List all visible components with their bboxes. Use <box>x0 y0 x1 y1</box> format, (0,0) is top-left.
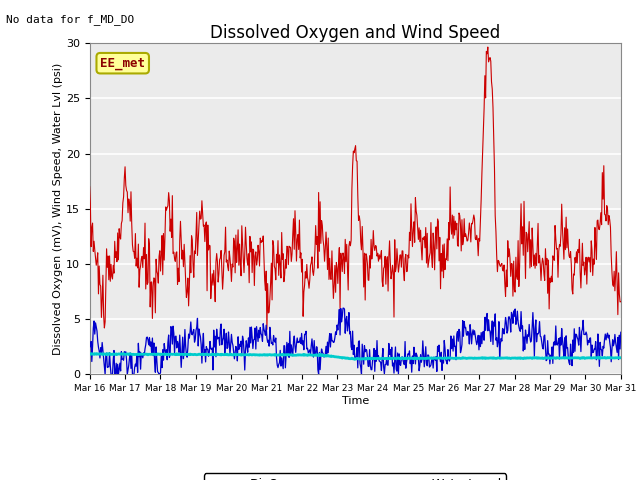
Title: Dissolved Oxygen and Wind Speed: Dissolved Oxygen and Wind Speed <box>210 24 500 42</box>
X-axis label: Time: Time <box>342 396 369 406</box>
Text: No data for f_MD_DO: No data for f_MD_DO <box>6 14 134 25</box>
Text: EE_met: EE_met <box>100 57 145 70</box>
Y-axis label: Dissolved Oxygen (mV), Wind Speed, Water Lvl (psi): Dissolved Oxygen (mV), Wind Speed, Water… <box>53 63 63 355</box>
Legend: DisOxy, ws, WaterLevel: DisOxy, ws, WaterLevel <box>204 473 506 480</box>
